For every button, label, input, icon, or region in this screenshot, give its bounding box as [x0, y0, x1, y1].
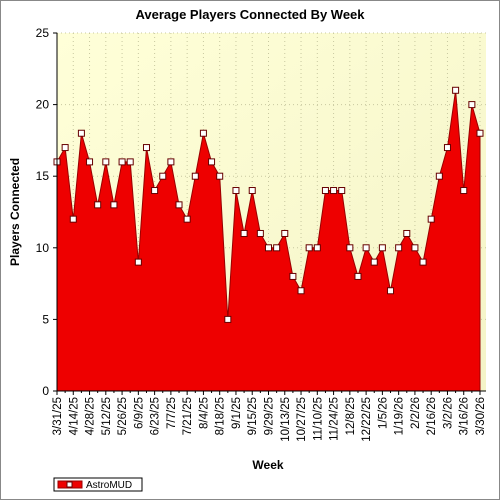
- point: [159, 172, 167, 180]
- point: [151, 187, 159, 195]
- y-tick-label: 0: [42, 384, 49, 398]
- point: [183, 215, 191, 223]
- point: [126, 158, 134, 166]
- y-tick-label: 15: [36, 169, 50, 183]
- x-tick-label: 9/29/25: [264, 397, 276, 435]
- legend-label: AstroMUD: [86, 480, 132, 491]
- x-tick-label: 2/2/26: [410, 397, 422, 429]
- point: [256, 229, 264, 237]
- point: [419, 258, 427, 266]
- point: [460, 187, 468, 195]
- x-tick-label: 4/14/25: [68, 397, 80, 435]
- x-tick-label: 3/30/26: [475, 397, 487, 435]
- x-tick-label: 5/12/25: [101, 397, 113, 435]
- point: [118, 158, 126, 166]
- point: [321, 187, 329, 195]
- point: [403, 229, 411, 237]
- legend-marker: [66, 481, 73, 488]
- point: [110, 201, 118, 209]
- axes: 0 5 10 15 20 25 3/31/25 4/14/25 4/28/25 5/12/25 5/…: [36, 26, 487, 442]
- point: [199, 129, 207, 137]
- point: [86, 158, 94, 166]
- point: [94, 201, 102, 209]
- point: [387, 287, 395, 295]
- point: [175, 201, 183, 209]
- point: [346, 244, 354, 252]
- x-tick-label: 1/19/26: [394, 397, 406, 435]
- point: [452, 86, 460, 94]
- point: [313, 244, 321, 252]
- point: [191, 172, 199, 180]
- y-tick-label: 5: [42, 312, 49, 326]
- x-tick-label: 12/8/25: [345, 397, 357, 435]
- x-tick-label: 9/15/25: [247, 397, 259, 435]
- point: [69, 215, 77, 223]
- point: [216, 172, 224, 180]
- point: [411, 244, 419, 252]
- point: [248, 187, 256, 195]
- point: [378, 244, 386, 252]
- point: [134, 258, 142, 266]
- point: [468, 101, 476, 109]
- marks: [53, 86, 484, 392]
- legend: AstroMUD: [53, 477, 143, 492]
- point: [330, 187, 338, 195]
- x-tick-label: 10/13/25: [280, 397, 292, 442]
- point: [395, 244, 403, 252]
- point: [370, 258, 378, 266]
- x-axis-title: Week: [252, 458, 283, 472]
- point: [427, 215, 435, 223]
- point: [273, 244, 281, 252]
- point: [142, 144, 150, 152]
- point: [167, 158, 175, 166]
- y-axis-title: Players Connected: [8, 158, 22, 266]
- point: [443, 144, 451, 152]
- point: [61, 144, 69, 152]
- point: [281, 229, 289, 237]
- y-tick-label: 20: [36, 98, 50, 112]
- point: [289, 272, 297, 280]
- point: [77, 129, 85, 137]
- point: [354, 272, 362, 280]
- x-tick-label: 3/31/25: [52, 397, 64, 435]
- x-tick-label: 11/24/25: [329, 397, 341, 441]
- x-tick-label: 7/7/25: [166, 397, 178, 429]
- x-tick-label: 2/16/26: [426, 397, 438, 435]
- point: [338, 187, 346, 195]
- x-tick-label: 6/9/25: [133, 397, 145, 429]
- x-tick-label: 4/28/25: [85, 397, 97, 435]
- x-tick-label: 11/10/25: [312, 397, 324, 441]
- x-tick-label: 8/18/25: [215, 397, 227, 435]
- x-tick-label: 10/27/25: [296, 397, 308, 442]
- x-tick-label: 3/2/26: [442, 397, 454, 429]
- point: [435, 172, 443, 180]
- point: [305, 244, 313, 252]
- point: [476, 129, 484, 137]
- x-tick-label: 7/21/25: [182, 397, 194, 435]
- x-tick-label: 12/22/25: [361, 397, 373, 442]
- x-tick-label: 5/26/25: [117, 397, 129, 435]
- x-tick-label: 3/16/26: [459, 397, 471, 435]
- chart-title: Average Players Connected By Week: [135, 7, 365, 22]
- y-tick-label: 10: [36, 241, 50, 255]
- point: [297, 287, 305, 295]
- point: [208, 158, 216, 166]
- point: [362, 244, 370, 252]
- x-tick-label: 8/4/25: [198, 397, 210, 429]
- point: [102, 158, 110, 166]
- point: [224, 315, 232, 323]
- point: [265, 244, 272, 252]
- point: [240, 229, 248, 237]
- point: [232, 187, 240, 195]
- x-tick-label: 6/23/25: [150, 397, 162, 435]
- y-tick-label: 25: [36, 26, 50, 40]
- x-tick-label: 1/5/26: [377, 397, 389, 429]
- x-tick-label: 9/1/25: [231, 397, 243, 429]
